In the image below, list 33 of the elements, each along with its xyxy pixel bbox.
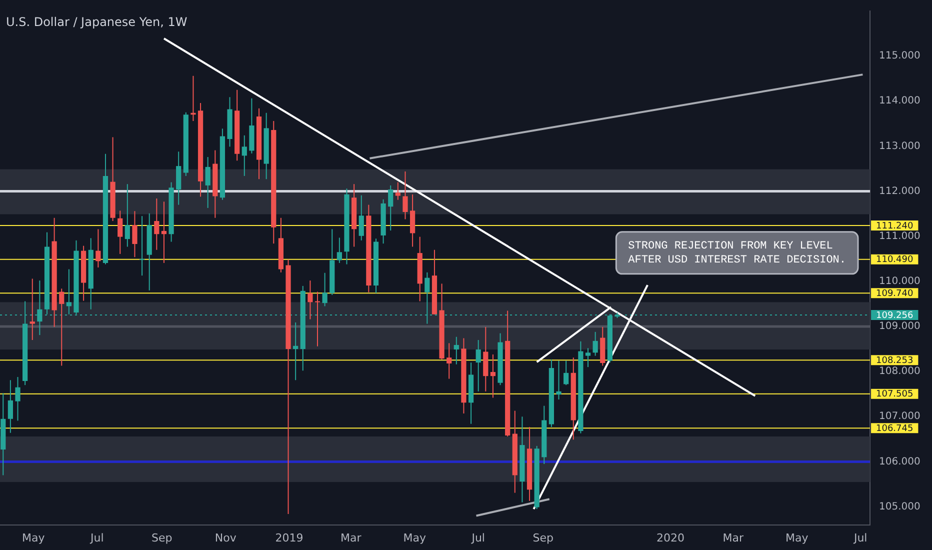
- y-tick-label: 107.000: [879, 411, 920, 422]
- ref-line-label: 108.253: [876, 356, 914, 366]
- x-tick-label: Mar: [340, 531, 362, 544]
- y-tick-label: 113.000: [879, 140, 920, 152]
- chart-title: U.S. Dollar / Japanese Yen, 1W: [6, 15, 188, 30]
- y-tick-label: 105.000: [879, 501, 920, 512]
- x-tick-label: Mar: [722, 531, 744, 544]
- ref-line-label: 111.240: [876, 221, 914, 232]
- y-tick-label: 110.000: [879, 276, 920, 288]
- y-tick-label: 115.000: [879, 50, 920, 62]
- ref-line-label: 109.740: [876, 288, 914, 299]
- ref-line-label: 107.505: [876, 390, 914, 400]
- y-tick-label: 114.000: [879, 96, 920, 107]
- x-tick-label: Jul: [89, 531, 104, 544]
- x-tick-label: 2020: [656, 531, 685, 544]
- ref-line-label: 109.256: [876, 310, 914, 321]
- x-tick-label: May: [786, 531, 809, 544]
- x-tick-label: Sep: [532, 531, 554, 544]
- x-tick-label: May: [22, 531, 46, 544]
- ref-line-label: 106.745: [876, 424, 914, 434]
- y-tick-label: 112.000: [879, 186, 920, 197]
- x-tick-label: Jul: [470, 531, 485, 544]
- x-tick-label: Nov: [214, 531, 237, 544]
- ref-line-label: 110.490: [876, 255, 914, 266]
- x-tick-label: Jul: [852, 531, 868, 544]
- x-tick-label: May: [403, 531, 426, 544]
- y-tick-label: 108.000: [879, 366, 920, 378]
- x-tick-label: Sep: [152, 531, 172, 544]
- y-tick-label: 109.000: [879, 321, 920, 332]
- annotation: STRONG REJECTION FROM KEY LEVEL AFTER USD INTEREST RATE DECISION.: [628, 240, 846, 266]
- y-tick-label: 111.000: [879, 230, 920, 242]
- x-tick-label: 2019: [275, 531, 304, 544]
- y-tick-label: 106.000: [879, 456, 920, 468]
